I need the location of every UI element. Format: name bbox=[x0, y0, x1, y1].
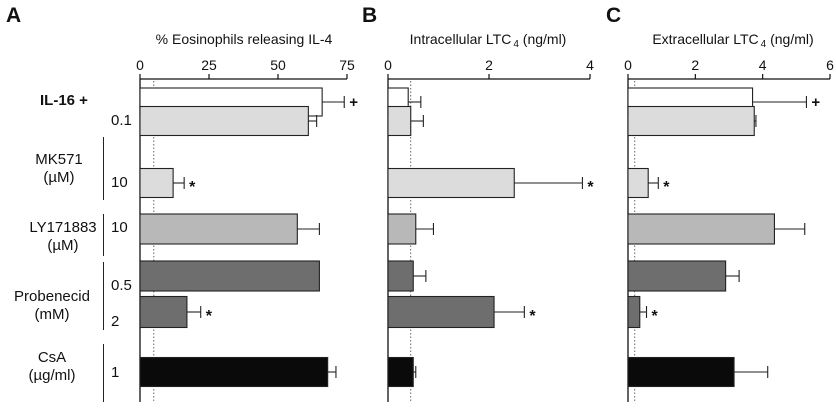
panel-b-tick-label-2: 4 bbox=[586, 57, 594, 73]
panel-c-tick-label-2: 4 bbox=[759, 57, 767, 73]
panel-c-annotation-2: * bbox=[663, 179, 670, 196]
panel-c-bar-5 bbox=[627, 295, 641, 329]
panel-letter-c: C bbox=[606, 4, 622, 27]
panel-b-bar-4 bbox=[387, 260, 414, 292]
row-label-probenecid: Probenecid bbox=[14, 288, 90, 305]
panel-c-annotation-5: * bbox=[652, 308, 659, 325]
panel-c-annotation-0: + bbox=[811, 94, 820, 111]
panel-b-tick-label-0: 0 bbox=[384, 57, 392, 73]
bracket-csa bbox=[103, 344, 104, 402]
panel-b-bar-6 bbox=[387, 356, 414, 388]
panel-c-tick-label-3: 6 bbox=[826, 57, 834, 73]
panel-a-annotation-5: * bbox=[206, 308, 213, 325]
dose-probenecid-0-5: 0.5 bbox=[111, 277, 132, 294]
dose-csa-1: 1 bbox=[111, 364, 120, 381]
panel-a-tick-label-1: 25 bbox=[201, 57, 217, 73]
panel-b-annotation-2: * bbox=[587, 179, 594, 196]
dose-probenecid-2: 2 bbox=[111, 313, 120, 330]
panel-a-bar-5 bbox=[139, 295, 188, 329]
dose-mk571-10: 10 bbox=[111, 174, 128, 191]
panel-a-tick-label-0: 0 bbox=[136, 57, 144, 73]
panel-b-tick-label-1: 2 bbox=[485, 57, 493, 73]
panel-a-bar-2 bbox=[139, 167, 174, 199]
panel-c-plot: Extracellular LTC 4 (ng/ml) 0 2 4 6 + * * bbox=[624, 31, 834, 402]
panel-letter-b: B bbox=[362, 4, 378, 27]
panel-a-annotation-0: + bbox=[349, 94, 358, 111]
panel-c-tick-label-1: 2 bbox=[691, 57, 699, 73]
panel-a-bar-4 bbox=[139, 260, 320, 292]
row-label-il16: IL-16 + bbox=[40, 92, 88, 109]
bracket-mk571 bbox=[103, 137, 104, 200]
panel-b-bar-2 bbox=[387, 167, 515, 199]
bracket-ly171883 bbox=[103, 214, 104, 256]
row-label-ly171883-unit: (µM) bbox=[47, 237, 79, 254]
panel-c-bar-4 bbox=[627, 260, 727, 292]
dose-ly171883-10: 10 bbox=[111, 219, 128, 236]
panel-a-annotation-2: * bbox=[189, 179, 196, 196]
panel-letter-a: A bbox=[6, 4, 22, 27]
panel-b-title: Intracellular LTC 4 (ng/ml) bbox=[410, 31, 567, 50]
panel-b-annotation-5: * bbox=[529, 308, 536, 325]
panel-a-tick-label-2: 50 bbox=[270, 57, 286, 73]
row-label-mk571-unit: (µM) bbox=[43, 169, 75, 186]
panel-a-tick-label-3: 75 bbox=[339, 57, 355, 73]
row-label-csa-unit: (µg/ml) bbox=[28, 367, 76, 384]
row-label-ly171883: LY171883 bbox=[29, 219, 97, 236]
panel-b-bar-5 bbox=[387, 295, 495, 329]
panel-c-bar-3 bbox=[627, 213, 775, 245]
panel-a-title: % Eosinophils releasing IL-4 bbox=[156, 31, 333, 47]
row-label-csa: CsA bbox=[37, 349, 67, 366]
panel-b-bar-3 bbox=[387, 213, 417, 245]
panel-c-title: Extracellular LTC 4 (ng/ml) bbox=[652, 31, 813, 50]
panel-c-bar-6 bbox=[627, 356, 735, 388]
panel-c-bar-1 bbox=[627, 105, 755, 137]
row-label-probenecid-unit: (mM) bbox=[34, 306, 70, 323]
panel-b-bar-1 bbox=[387, 105, 412, 137]
panel-a-bar-6 bbox=[139, 356, 329, 388]
panel-c-tick-label-0: 0 bbox=[624, 57, 632, 73]
panel-a-bar-1 bbox=[139, 105, 309, 137]
bracket-probenecid bbox=[103, 262, 104, 330]
panel-c-bar-2 bbox=[627, 167, 649, 199]
panel-a-bar-3 bbox=[139, 213, 298, 245]
panel-a-plot: % Eosinophils releasing IL-4 0 25 50 75 + * * bbox=[136, 31, 358, 402]
row-label-mk571: MK571 bbox=[35, 151, 83, 168]
panel-b-plot: Intracellular LTC 4 (ng/ml) 0 2 4 * * bbox=[384, 31, 594, 402]
dose-mk571-0-1: 0.1 bbox=[111, 112, 132, 129]
